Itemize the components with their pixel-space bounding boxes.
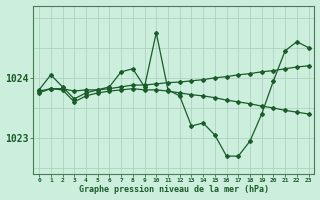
X-axis label: Graphe pression niveau de la mer (hPa): Graphe pression niveau de la mer (hPa) <box>79 185 269 194</box>
